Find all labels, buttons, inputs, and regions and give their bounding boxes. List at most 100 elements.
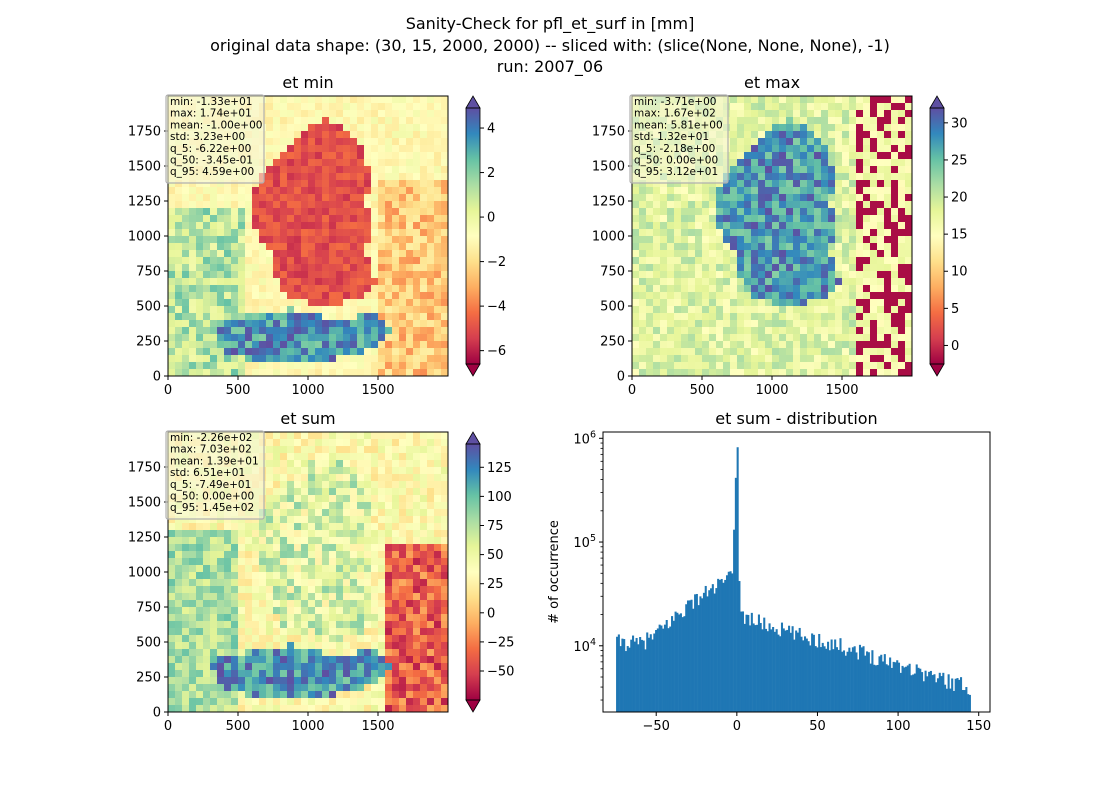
histogram-bar [901,665,904,712]
y-tick-label: 1250 [128,195,161,210]
histogram-bar [642,640,645,712]
histogram-bar [803,636,807,712]
colorbar-tick-label: 4 [487,122,495,137]
y-tick-label: 104 [573,637,596,655]
histogram-bar [708,590,711,712]
histogram-bar [766,631,769,712]
histogram-bar [733,529,736,712]
histogram-bar [711,584,714,712]
histogram-bar [715,588,718,712]
histogram-bar [632,635,635,712]
histogram-bar [655,630,658,712]
histogram-bar [846,651,849,712]
histogram-bar [897,662,901,712]
histogram-bar [777,634,780,712]
histogram-bar [729,571,732,712]
histogram-bar [699,596,702,712]
histogram-bar [692,608,695,712]
y-axis-label: # of occurrence [547,520,562,624]
histogram-bar [656,628,659,712]
histogram-bar [747,614,750,712]
histogram-bar [919,668,922,712]
histogram-bar [617,634,620,712]
histogram-bar [727,571,730,712]
x-tick-label: 0 [164,719,172,734]
histogram-bar [814,646,817,712]
stats-line: std: 1.32e+01 [634,131,709,143]
histogram-bar [754,625,757,712]
colorbar-extend-min [465,363,481,377]
x-tick-label: 1500 [361,719,394,734]
histogram-bar [688,600,691,712]
y-tick-label: 1000 [128,230,161,245]
histogram-bar [828,650,831,712]
colorbar: 4 2 0 −2 −4 −6 [465,95,506,377]
histogram-bar [809,645,812,712]
histogram-bar [624,651,627,712]
histogram-bar [965,687,968,712]
histogram-bar [945,688,948,712]
histogram-bar [701,598,704,712]
histogram-bar [768,623,771,712]
x-tick-label: −50 [642,719,669,734]
stats-line: max: 1.67e+02 [634,108,716,120]
histogram-bar [793,639,796,712]
histogram-bar [871,650,874,712]
histogram-bar [667,628,670,712]
histogram-bar [653,633,656,712]
histogram-bar [695,593,698,712]
colorbar-tick-label: 100 [487,490,512,505]
histogram-bar [775,629,778,712]
histogram-bar [857,659,860,712]
histogram-bar [882,661,885,712]
y-tick-label: 1750 [128,125,161,140]
histogram-bar [663,624,666,712]
stats-line: std: 3.23e+00 [170,131,245,143]
colorbar: 125 100 75 50 25 0 −25 −50 [465,431,514,713]
histogram-bar [724,579,727,712]
histogram-bar [921,672,924,712]
histogram-bars [616,447,971,712]
histogram-bar [892,661,895,712]
histogram-bar [819,647,823,712]
colorbar-extend-max [465,431,481,445]
histogram-bar [745,614,748,712]
x-tick-label: 1500 [825,383,858,398]
histogram-bar [738,581,741,712]
histogram-bar [676,612,679,712]
y-tick-label: 1500 [128,160,161,175]
histogram-bar [880,654,883,712]
histogram-bar [940,676,943,712]
histogram-bar [665,620,668,712]
histogram-bar [837,649,840,712]
histogram-bar [734,477,737,712]
y-tick-label: 0 [153,706,161,721]
histogram-bar [860,647,863,712]
histogram-bar [694,594,697,712]
histogram-bar [956,678,959,712]
histogram-bar [818,633,821,712]
panel-et-sum-distribution: et sum - distribution −50 0 50 100 150 104 105 1… [547,409,991,734]
histogram-bar [912,674,915,712]
histogram-bar [858,644,862,712]
histogram-bar [718,579,721,712]
histogram-bar [800,636,803,712]
histogram-bar [938,672,941,712]
histogram-bar [844,655,847,712]
stats-line: min: -2.26e+02 [170,432,252,444]
histogram-bar [788,625,791,712]
histogram-bar [825,648,828,712]
histogram-bar [720,578,723,712]
histogram-bar [816,647,819,712]
histogram-bar [855,652,858,712]
y-tick-label: 105 [573,533,596,551]
y-tick-label: 750 [136,601,161,616]
histogram-bar [630,639,633,712]
stats-line: mean: -1.00e+00 [170,119,262,131]
histogram-bar [770,629,773,712]
histogram-bar [671,616,674,712]
histogram-bar [710,588,713,712]
histogram-bar [681,617,684,712]
histogram-bar [740,611,743,712]
colorbar-tick-label: −2 [487,255,506,270]
